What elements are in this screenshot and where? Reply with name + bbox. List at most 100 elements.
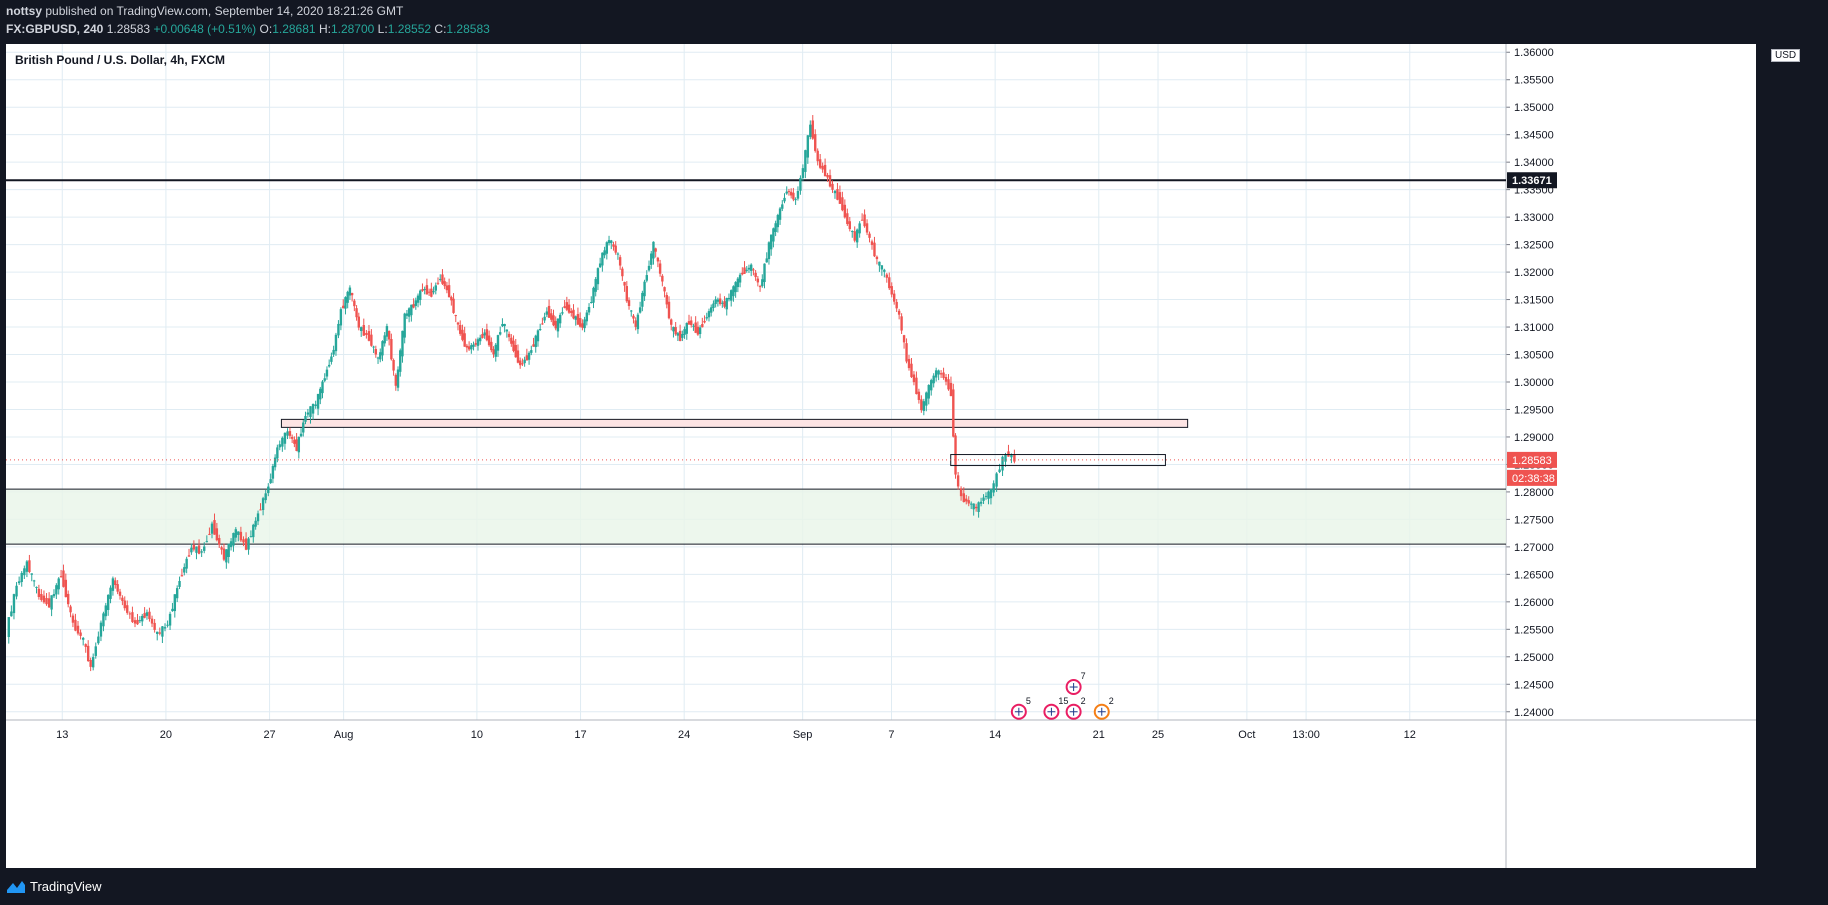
candle-up[interactable] xyxy=(234,527,238,543)
candle-up[interactable] xyxy=(210,521,214,539)
candle-down[interactable] xyxy=(703,315,706,324)
candle-up[interactable] xyxy=(523,356,526,367)
candle-down[interactable] xyxy=(510,334,513,347)
candle-up[interactable] xyxy=(989,488,993,505)
candle-up[interactable] xyxy=(922,398,926,416)
candle-down[interactable] xyxy=(853,226,856,243)
candle-up[interactable] xyxy=(337,320,340,339)
candle-down[interactable] xyxy=(687,314,691,325)
candle-down[interactable] xyxy=(239,526,243,542)
candle-up[interactable] xyxy=(168,611,172,631)
candle-up[interactable] xyxy=(264,489,267,504)
candle-down[interactable] xyxy=(956,472,960,490)
candle-up[interactable] xyxy=(594,277,597,297)
candle-up[interactable] xyxy=(676,331,680,342)
author-name[interactable]: nottsy xyxy=(6,4,42,18)
candle-up[interactable] xyxy=(583,316,586,333)
candle-down[interactable] xyxy=(627,297,631,310)
candle-down[interactable] xyxy=(37,584,41,600)
candle-down[interactable] xyxy=(452,293,455,314)
candle-down[interactable] xyxy=(962,487,965,503)
candle-down[interactable] xyxy=(487,330,491,347)
candle-down[interactable] xyxy=(454,314,457,323)
candle-up[interactable] xyxy=(276,444,279,463)
candle-down[interactable] xyxy=(518,357,522,369)
candle-up[interactable] xyxy=(692,323,695,331)
candle-down[interactable] xyxy=(430,282,433,298)
candle-down[interactable] xyxy=(1013,449,1016,464)
candle-down[interactable] xyxy=(474,338,477,347)
candle-up[interactable] xyxy=(156,631,159,641)
candle-up[interactable] xyxy=(141,613,144,626)
candle-up[interactable] xyxy=(530,345,533,356)
candle-up[interactable] xyxy=(195,546,198,560)
candle-down[interactable] xyxy=(897,308,901,320)
candle-down[interactable] xyxy=(907,354,911,371)
candle-down[interactable] xyxy=(694,316,697,334)
candle-up[interactable] xyxy=(987,490,990,505)
candle-down[interactable] xyxy=(563,299,566,309)
candle-up[interactable] xyxy=(977,501,980,518)
candle-up[interactable] xyxy=(772,227,775,248)
candle-up[interactable] xyxy=(269,473,272,484)
candle-up[interactable] xyxy=(330,352,333,365)
candle-up[interactable] xyxy=(281,436,284,452)
candle-up[interactable] xyxy=(734,281,737,298)
candle-up[interactable] xyxy=(774,220,777,237)
candle-up[interactable] xyxy=(396,366,400,392)
candle-down[interactable] xyxy=(355,305,358,321)
candle-up[interactable] xyxy=(505,329,509,338)
candle-up[interactable] xyxy=(685,322,688,340)
candle-down[interactable] xyxy=(816,148,819,166)
candle-down[interactable] xyxy=(42,590,46,604)
candle-up[interactable] xyxy=(304,411,307,425)
candle-up[interactable] xyxy=(878,261,881,272)
candle-down[interactable] xyxy=(222,543,226,562)
candle-up[interactable] xyxy=(804,149,807,179)
candle-up[interactable] xyxy=(50,595,53,617)
candle-down[interactable] xyxy=(259,503,262,511)
candle-up[interactable] xyxy=(765,252,768,263)
candle-down[interactable] xyxy=(868,231,871,243)
candle-down[interactable] xyxy=(47,592,51,608)
candle-down[interactable] xyxy=(192,540,196,552)
candle-up[interactable] xyxy=(91,653,95,671)
candle-down[interactable] xyxy=(787,188,791,196)
candle-down[interactable] xyxy=(623,281,626,292)
candle-down[interactable] xyxy=(552,309,555,327)
candle-down[interactable] xyxy=(374,345,378,358)
candle-down[interactable] xyxy=(752,267,755,276)
candle-up[interactable] xyxy=(598,257,602,269)
candle-up[interactable] xyxy=(15,582,18,600)
candle-down[interactable] xyxy=(665,292,668,309)
candle-up[interactable] xyxy=(252,523,255,543)
candle-up[interactable] xyxy=(729,289,733,307)
candle-down[interactable] xyxy=(242,536,245,547)
candle-up[interactable] xyxy=(439,274,442,282)
candle-up[interactable] xyxy=(372,345,375,354)
candle-down[interactable] xyxy=(69,604,72,618)
candle-up[interactable] xyxy=(721,300,724,308)
candle-up[interactable] xyxy=(476,337,480,351)
candle-down[interactable] xyxy=(244,532,248,551)
candle-up[interactable] xyxy=(299,428,303,438)
candle-up[interactable] xyxy=(833,190,837,199)
candle-down[interactable] xyxy=(658,259,662,277)
candle-down[interactable] xyxy=(365,329,368,339)
candle-up[interactable] xyxy=(616,252,620,260)
candle-up[interactable] xyxy=(379,348,382,363)
candle-up[interactable] xyxy=(707,308,711,322)
candle-down[interactable] xyxy=(481,328,484,339)
candle-up[interactable] xyxy=(880,265,884,276)
candle-down[interactable] xyxy=(939,370,943,378)
candle-down[interactable] xyxy=(621,266,624,281)
candle-down[interactable] xyxy=(507,331,511,342)
candle-down[interactable] xyxy=(756,275,760,287)
candle-down[interactable] xyxy=(565,296,569,312)
candle-down[interactable] xyxy=(541,317,544,325)
candle-down[interactable] xyxy=(578,312,582,328)
candle-down[interactable] xyxy=(76,620,80,636)
candle-down[interactable] xyxy=(66,590,70,608)
candle-up[interactable] xyxy=(749,263,753,277)
candle-up[interactable] xyxy=(106,594,110,616)
